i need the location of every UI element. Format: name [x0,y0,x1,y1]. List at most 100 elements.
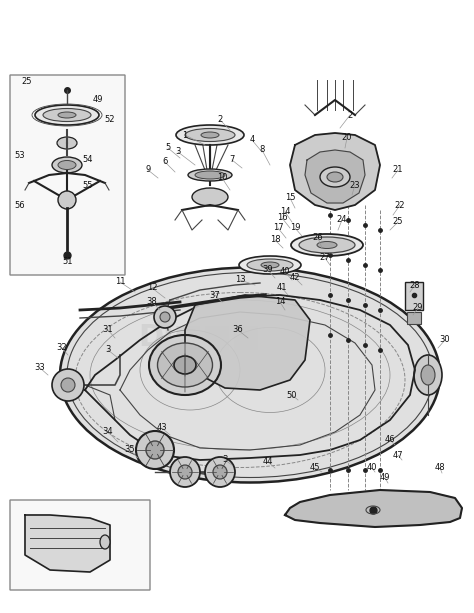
Ellipse shape [213,465,227,479]
Ellipse shape [43,109,91,121]
Text: 56: 56 [15,200,25,210]
Text: 53: 53 [15,151,25,159]
Text: 8: 8 [259,145,264,154]
Text: 33: 33 [35,364,46,373]
Ellipse shape [192,188,228,206]
Ellipse shape [239,256,301,274]
Ellipse shape [291,234,363,256]
Text: 5: 5 [165,143,171,153]
Text: 34: 34 [103,427,113,436]
Text: 4: 4 [249,135,255,145]
Ellipse shape [174,356,196,374]
Bar [407,312,421,324]
Text: 15: 15 [285,194,295,202]
Ellipse shape [136,431,174,469]
Text: 25: 25 [393,218,403,226]
Text: 2: 2 [218,115,223,124]
Text: 25: 25 [22,77,32,86]
Text: 12: 12 [147,283,157,292]
Ellipse shape [247,259,293,271]
Polygon shape [305,150,365,203]
Text: 23: 23 [350,180,360,189]
Ellipse shape [58,161,76,170]
Text: 40: 40 [367,463,377,473]
Text: 14: 14 [275,297,285,306]
Ellipse shape [176,125,244,145]
Ellipse shape [35,105,99,125]
Ellipse shape [261,262,279,268]
Ellipse shape [157,343,212,387]
Text: 46: 46 [385,435,395,444]
Text: 37: 37 [210,291,220,300]
Text: 55: 55 [83,180,93,189]
Polygon shape [285,490,462,527]
Ellipse shape [52,157,82,173]
Text: 18: 18 [270,235,280,245]
Ellipse shape [421,365,435,385]
Text: 49: 49 [93,96,103,104]
Text: 17: 17 [273,224,283,232]
Text: 16: 16 [277,213,287,223]
Ellipse shape [327,172,343,182]
Ellipse shape [178,465,192,479]
Text: 31: 31 [103,326,113,335]
Ellipse shape [60,267,440,482]
Text: 32: 32 [57,343,67,352]
Text: 22: 22 [395,200,405,210]
Ellipse shape [205,457,235,487]
Ellipse shape [201,132,219,138]
Ellipse shape [160,312,170,322]
Text: 43: 43 [157,424,167,433]
Text: 45: 45 [310,463,320,473]
Text: 20: 20 [342,134,352,142]
Text: 9: 9 [146,166,151,175]
Text: 2: 2 [347,110,353,120]
Ellipse shape [317,242,337,248]
Text: 38: 38 [146,297,157,306]
Text: 29: 29 [413,303,423,313]
Polygon shape [290,133,380,210]
Text: 24: 24 [337,216,347,224]
Ellipse shape [188,169,232,181]
Text: 44: 44 [263,457,273,466]
Ellipse shape [52,369,84,401]
Text: 54: 54 [83,156,93,164]
Ellipse shape [195,171,225,179]
Text: 26: 26 [313,234,323,243]
Text: 30: 30 [440,335,450,345]
Polygon shape [25,515,110,572]
Text: 19: 19 [290,224,300,232]
Ellipse shape [100,535,110,549]
Text: 6: 6 [162,158,168,167]
Ellipse shape [299,237,355,253]
Text: 3: 3 [222,455,228,465]
Text: 11: 11 [115,278,125,286]
Ellipse shape [414,355,442,395]
Ellipse shape [57,137,77,149]
Ellipse shape [146,441,164,459]
Text: 13: 13 [235,275,246,284]
Text: 52: 52 [105,115,115,124]
Bar [405,282,423,310]
Ellipse shape [58,112,76,118]
Text: 14: 14 [280,207,290,216]
Text: Dl■■■: Dl■■■ [138,322,260,352]
Text: 1: 1 [182,131,188,140]
Text: 35: 35 [125,446,135,454]
Text: 49: 49 [380,473,390,482]
Text: 47: 47 [392,451,403,460]
Text: 7: 7 [229,156,235,164]
Text: 40: 40 [280,267,290,276]
Text: 3: 3 [175,148,181,156]
FancyBboxPatch shape [10,500,150,590]
Text: 28: 28 [410,281,420,289]
Text: 51: 51 [63,257,73,267]
Text: 36: 36 [233,326,243,335]
Ellipse shape [149,335,221,395]
FancyBboxPatch shape [10,75,125,275]
Ellipse shape [61,378,75,392]
Text: 3: 3 [105,346,111,354]
Ellipse shape [185,129,235,142]
Text: 39: 39 [263,265,273,275]
Text: 10: 10 [217,173,227,183]
